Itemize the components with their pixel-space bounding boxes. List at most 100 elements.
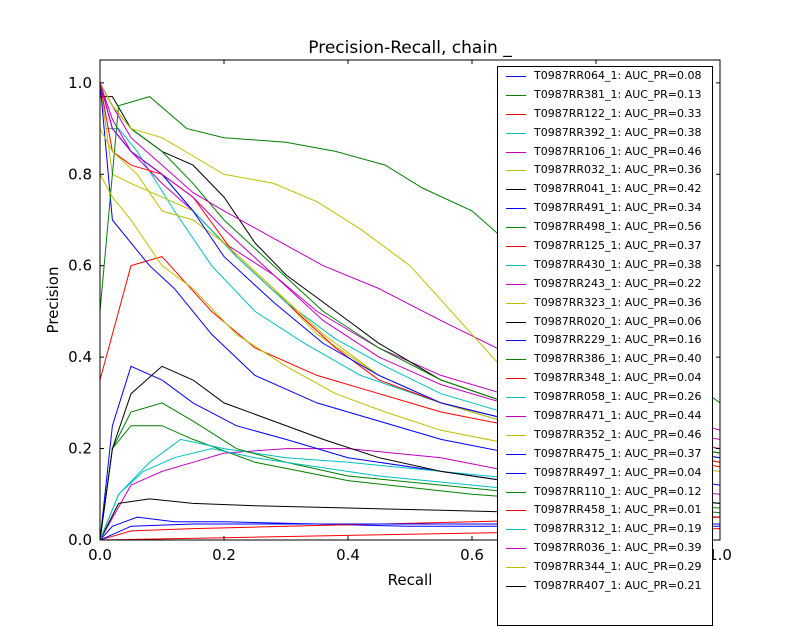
- legend-swatch: [506, 510, 526, 512]
- legend-swatch: [506, 283, 526, 285]
- legend-swatch: [506, 151, 526, 153]
- legend-item: T0987RR348_1: AUC_PR=0.04: [498, 369, 712, 388]
- legend-item: T0987RR020_1: AUC_PR=0.06: [498, 313, 712, 332]
- legend-item: T0987RR125_1: AUC_PR=0.37: [498, 237, 712, 256]
- x-tick-label: 1.0: [708, 546, 732, 564]
- legend-label: T0987RR392_1: AUC_PR=0.38: [534, 125, 702, 139]
- legend-swatch: [506, 76, 526, 77]
- legend-item: T0987RR475_1: AUC_PR=0.37: [498, 445, 712, 464]
- legend-swatch: [506, 189, 526, 191]
- legend-swatch: [506, 453, 526, 455]
- legend-swatch: [506, 302, 526, 304]
- legend-label: T0987RR032_1: AUC_PR=0.36: [534, 163, 702, 177]
- y-tick-label: 0.8: [68, 165, 92, 183]
- legend-label: T0987RR348_1: AUC_PR=0.04: [534, 371, 702, 385]
- legend-item: T0987RR323_1: AUC_PR=0.36: [498, 294, 712, 313]
- legend-item: T0987RR106_1: AUC_PR=0.46: [498, 143, 712, 162]
- legend-item: T0987RR458_1: AUC_PR=0.01: [498, 501, 712, 520]
- legend-label: T0987RR471_1: AUC_PR=0.44: [534, 409, 702, 423]
- legend-label: T0987RR498_1: AUC_PR=0.56: [534, 220, 702, 234]
- x-tick-label: 0.6: [460, 546, 484, 564]
- legend-label: T0987RR229_1: AUC_PR=0.16: [534, 333, 702, 347]
- legend-label: T0987RR041_1: AUC_PR=0.42: [534, 182, 702, 196]
- y-tick-label: 0.2: [68, 440, 92, 458]
- legend-swatch: [506, 548, 526, 550]
- legend-label: T0987RR312_1: AUC_PR=0.19: [534, 522, 702, 536]
- legend-swatch: [506, 359, 526, 361]
- legend-item: T0987RR110_1: AUC_PR=0.12: [498, 483, 712, 502]
- legend-item: T0987RR229_1: AUC_PR=0.16: [498, 331, 712, 350]
- legend-swatch: [506, 113, 526, 115]
- plot-area-frame: [99, 59, 721, 541]
- legend-item: T0987RR122_1: AUC_PR=0.33: [498, 105, 712, 124]
- legend-swatch: [506, 529, 526, 531]
- chart-title: Precision-Recall, chain _: [308, 38, 512, 58]
- legend-swatch: [506, 472, 526, 474]
- legend-label: T0987RR344_1: AUC_PR=0.29: [534, 560, 702, 574]
- legend-label: T0987RR110_1: AUC_PR=0.12: [534, 484, 702, 498]
- legend-item: T0987RR036_1: AUC_PR=0.39: [498, 539, 712, 558]
- y-tick-label: 0.6: [68, 257, 92, 275]
- legend-item: T0987RR064_1: AUC_PR=0.08: [498, 67, 712, 86]
- legend-swatch: [506, 94, 526, 96]
- legend-swatch: [506, 227, 526, 229]
- legend-item: T0987RR058_1: AUC_PR=0.26: [498, 388, 712, 407]
- legend-item: T0987RR392_1: AUC_PR=0.38: [498, 124, 712, 143]
- legend-label: T0987RR491_1: AUC_PR=0.34: [534, 201, 702, 215]
- legend-item: T0987RR381_1: AUC_PR=0.13: [498, 86, 712, 105]
- legend-label: T0987RR125_1: AUC_PR=0.37: [534, 239, 702, 253]
- legend-label: T0987RR475_1: AUC_PR=0.37: [534, 446, 702, 460]
- y-tick-label: 0.0: [68, 531, 92, 549]
- legend-label: T0987RR381_1: AUC_PR=0.13: [534, 87, 702, 101]
- figure: 0.00.20.40.60.81.00.00.20.40.60.81.0 Pre…: [44, 38, 732, 626]
- x-tick-label: 0.0: [88, 546, 112, 564]
- legend-swatch: [506, 132, 526, 134]
- legend-label: T0987RR497_1: AUC_PR=0.04: [534, 465, 702, 479]
- y-tick-label: 0.4: [68, 348, 92, 366]
- series-line-0: [100, 516, 720, 540]
- legend-label: T0987RR020_1: AUC_PR=0.06: [534, 314, 702, 328]
- legend-item: T0987RR498_1: AUC_PR=0.56: [498, 218, 712, 237]
- legend-swatch: [506, 434, 526, 436]
- legend-item: T0987RR312_1: AUC_PR=0.19: [498, 520, 712, 539]
- legend-item: T0987RR041_1: AUC_PR=0.42: [498, 180, 712, 199]
- legend-swatch: [506, 340, 526, 342]
- legend-item: T0987RR497_1: AUC_PR=0.04: [498, 464, 712, 483]
- legend-label: T0987RR352_1: AUC_PR=0.46: [534, 427, 702, 441]
- legend-item: T0987RR032_1: AUC_PR=0.36: [498, 161, 712, 180]
- legend-item: T0987RR344_1: AUC_PR=0.29: [498, 558, 712, 577]
- x-axis-label: Recall: [388, 571, 433, 589]
- legend-item: T0987RR386_1: AUC_PR=0.40: [498, 350, 712, 369]
- legend-label: T0987RR458_1: AUC_PR=0.01: [534, 503, 702, 517]
- legend-label: T0987RR323_1: AUC_PR=0.36: [534, 295, 702, 309]
- legend-swatch: [506, 208, 526, 210]
- legend-item: T0987RR491_1: AUC_PR=0.34: [498, 199, 712, 218]
- legend-swatch: [506, 321, 526, 323]
- legend-swatch: [506, 246, 526, 248]
- x-tick-label: 0.2: [212, 546, 236, 564]
- legend-swatch: [506, 378, 526, 380]
- legend: T0987RR064_1: AUC_PR=0.08 T0987RR381_1: A…: [497, 66, 713, 626]
- legend-item: T0987RR243_1: AUC_PR=0.22: [498, 275, 712, 294]
- legend-swatch: [506, 567, 526, 569]
- legend-label: T0987RR036_1: AUC_PR=0.39: [534, 541, 702, 555]
- y-tick-label: 1.0: [68, 74, 92, 92]
- legend-swatch: [506, 491, 526, 493]
- legend-swatch: [506, 170, 526, 172]
- legend-label: T0987RR386_1: AUC_PR=0.40: [534, 352, 702, 366]
- x-tick-label: 0.4: [336, 546, 360, 564]
- legend-label: T0987RR064_1: AUC_PR=0.08: [534, 69, 702, 82]
- legend-item: T0987RR430_1: AUC_PR=0.38: [498, 256, 712, 275]
- legend-item: T0987RR471_1: AUC_PR=0.44: [498, 407, 712, 426]
- y-axis-label: Precision: [44, 267, 62, 334]
- legend-label: T0987RR243_1: AUC_PR=0.22: [534, 276, 702, 290]
- legend-label: T0987RR058_1: AUC_PR=0.26: [534, 390, 702, 404]
- legend-label: T0987RR106_1: AUC_PR=0.46: [534, 144, 702, 158]
- legend-item: T0987RR407_1: AUC_PR=0.21: [498, 577, 712, 596]
- legend-item: T0987RR352_1: AUC_PR=0.46: [498, 426, 712, 445]
- legend-label: T0987RR430_1: AUC_PR=0.38: [534, 257, 702, 271]
- legend-label: T0987RR122_1: AUC_PR=0.33: [534, 106, 702, 120]
- legend-swatch: [506, 586, 526, 588]
- legend-label: T0987RR407_1: AUC_PR=0.21: [534, 579, 702, 593]
- legend-swatch: [506, 416, 526, 418]
